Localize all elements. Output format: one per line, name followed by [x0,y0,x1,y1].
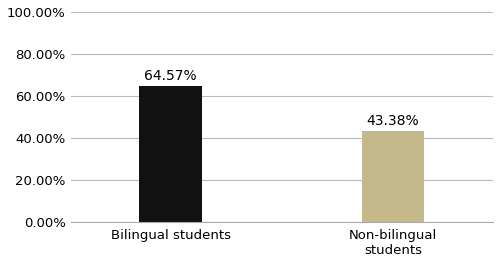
Text: 64.57%: 64.57% [144,69,197,83]
Bar [362,131,424,222]
Bar [140,86,202,222]
Text: 43.38%: 43.38% [366,114,420,128]
